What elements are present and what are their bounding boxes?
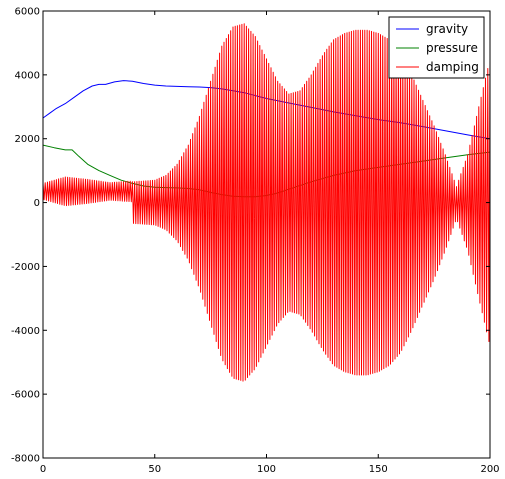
y-tick-label: -6000 xyxy=(11,390,40,401)
axis-layer: 0 50 100 150 200 -8000 -6000 -4000 -2000 0 2000 400… xyxy=(11,7,500,476)
y-tick-label: 2000 xyxy=(15,134,40,145)
series-line-damping xyxy=(42,23,491,382)
y-tick-label: 6000 xyxy=(15,7,40,18)
legend-label-damping: damping xyxy=(426,60,479,74)
y-tick-label: -2000 xyxy=(11,262,40,273)
y-tick-label: 4000 xyxy=(15,70,40,81)
x-tick-label: 50 xyxy=(148,464,161,475)
x-tick-label: 150 xyxy=(369,464,388,475)
legend-label-pressure: pressure xyxy=(426,41,478,55)
y-tick-label: -4000 xyxy=(11,326,40,337)
legend: gravity pressure damping xyxy=(388,16,485,79)
x-tick-label: 0 xyxy=(40,464,46,475)
series-layer xyxy=(42,23,491,382)
legend-label-gravity: gravity xyxy=(426,22,468,36)
x-tick-label: 100 xyxy=(257,464,276,475)
y-tick-label: -8000 xyxy=(11,454,40,465)
x-tick-label: 200 xyxy=(480,464,499,475)
y-tick-label: 0 xyxy=(34,198,40,209)
